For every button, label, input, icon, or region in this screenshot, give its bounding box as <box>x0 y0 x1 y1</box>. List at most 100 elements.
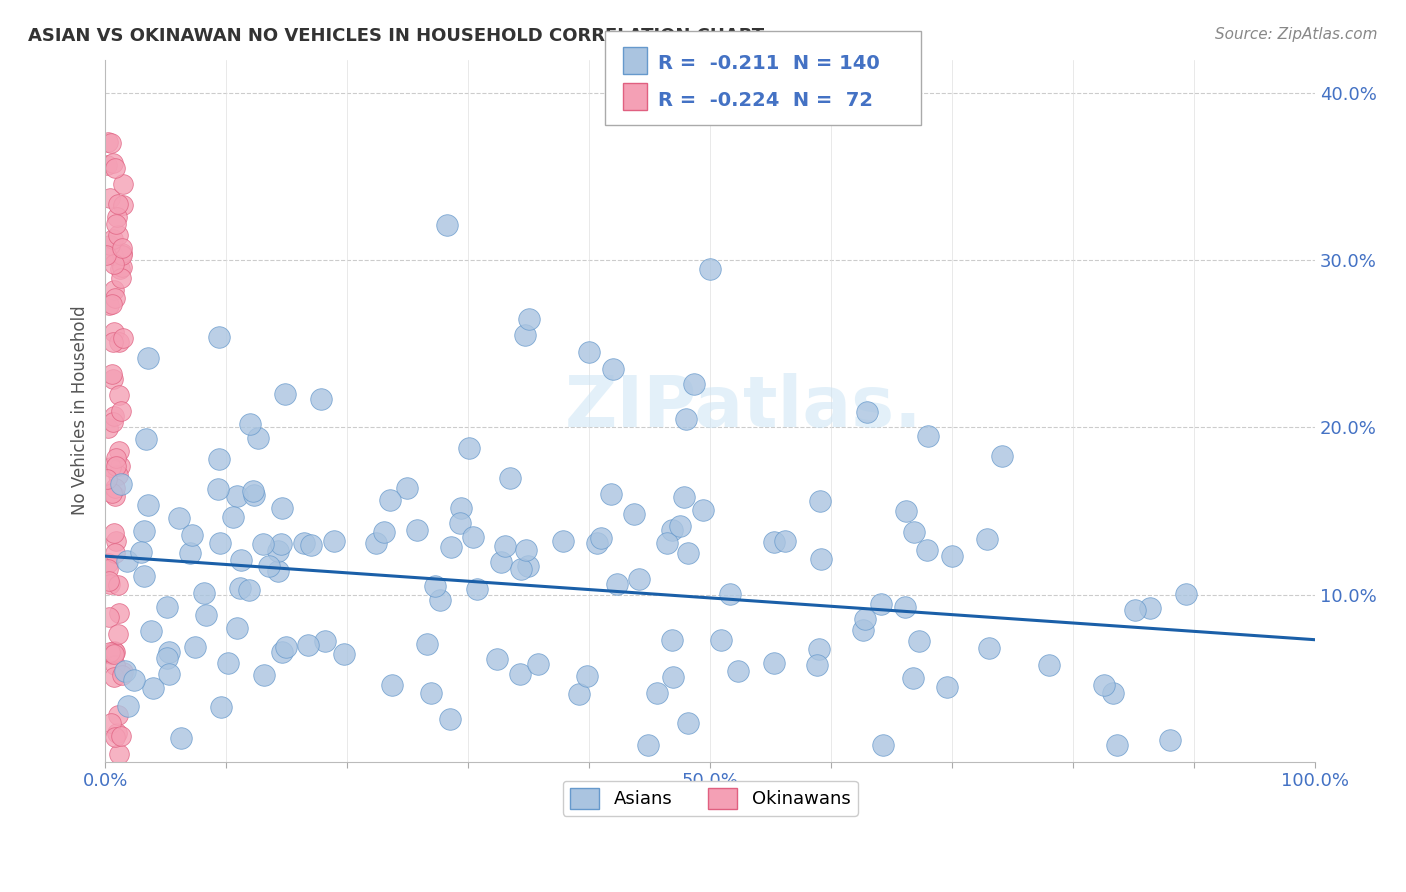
Point <box>97 561 120 575</box>
Point <box>97 135 120 149</box>
Point <box>727 664 749 678</box>
Point <box>97 574 120 588</box>
Point <box>1139 601 1161 615</box>
Point <box>156 651 179 665</box>
Point <box>645 686 668 700</box>
Point <box>157 667 180 681</box>
Point <box>111 331 134 345</box>
Point <box>96 158 118 172</box>
Point <box>114 664 136 678</box>
Point <box>853 612 876 626</box>
Point <box>856 404 879 418</box>
Point <box>104 658 127 673</box>
Text: ASIAN VS OKINAWAN NO VEHICLES IN HOUSEHOLD CORRELATION CHART: ASIAN VS OKINAWAN NO VEHICLES IN HOUSEHO… <box>28 27 765 45</box>
Point <box>101 368 124 382</box>
Point <box>517 311 540 326</box>
Y-axis label: No Vehicles in Household: No Vehicles in Household <box>72 306 89 516</box>
Point <box>661 670 683 684</box>
Point <box>100 297 122 311</box>
Point <box>104 730 127 744</box>
Point <box>111 667 134 681</box>
Point <box>870 597 893 611</box>
Point <box>195 608 218 623</box>
Point <box>267 564 290 578</box>
Point <box>450 501 472 516</box>
Point <box>917 429 939 443</box>
Point <box>108 335 131 350</box>
Point <box>773 533 796 548</box>
Point <box>105 725 128 739</box>
Point <box>110 270 132 285</box>
Point <box>107 227 129 242</box>
Point <box>138 351 160 365</box>
Point <box>808 641 831 656</box>
Point <box>98 191 121 205</box>
Point <box>104 489 127 503</box>
Point <box>179 546 201 560</box>
Point <box>668 519 690 533</box>
Point <box>1174 586 1197 600</box>
Point <box>485 651 508 665</box>
Point <box>111 665 134 679</box>
Point <box>100 716 122 731</box>
Point <box>271 500 294 515</box>
Point <box>903 671 925 685</box>
Point <box>692 502 714 516</box>
Point <box>104 481 127 495</box>
Point <box>314 633 336 648</box>
Point <box>104 644 127 658</box>
Point <box>103 257 125 271</box>
Point <box>111 260 134 274</box>
Point <box>406 524 429 538</box>
Point <box>810 552 832 566</box>
Point <box>217 656 239 670</box>
Point <box>852 624 875 638</box>
Point <box>1038 657 1060 672</box>
Point <box>270 537 292 551</box>
Point <box>323 533 346 548</box>
Point <box>508 667 530 681</box>
Point <box>107 707 129 722</box>
Point <box>104 161 127 176</box>
Point <box>103 648 125 662</box>
Point <box>907 634 929 648</box>
Point <box>231 553 253 567</box>
Point <box>115 554 138 568</box>
Point <box>157 645 180 659</box>
Point <box>103 525 125 540</box>
Point <box>440 540 463 554</box>
Point <box>183 640 205 654</box>
Point <box>672 490 695 504</box>
Point <box>373 524 395 539</box>
Point <box>103 644 125 658</box>
Point <box>527 657 550 671</box>
Point <box>104 450 127 465</box>
Point <box>513 328 536 343</box>
Point <box>129 545 152 559</box>
Point <box>683 376 706 391</box>
Point <box>655 536 678 550</box>
Point <box>111 248 134 262</box>
Point <box>600 487 623 501</box>
Point <box>808 494 831 508</box>
Point <box>915 542 938 557</box>
Point <box>457 441 479 455</box>
Point <box>439 712 461 726</box>
Point <box>105 210 128 224</box>
Point <box>110 477 132 491</box>
Point <box>551 533 574 548</box>
Point <box>105 458 128 473</box>
Point <box>98 576 121 591</box>
Point <box>364 536 387 550</box>
Point <box>299 538 322 552</box>
Point <box>589 531 612 545</box>
Point <box>101 372 124 386</box>
Point <box>267 544 290 558</box>
Point <box>381 678 404 692</box>
Point <box>990 449 1012 463</box>
Point <box>297 638 319 652</box>
Point <box>239 417 262 431</box>
Point <box>872 738 894 752</box>
Point <box>103 670 125 684</box>
Point <box>253 667 276 681</box>
